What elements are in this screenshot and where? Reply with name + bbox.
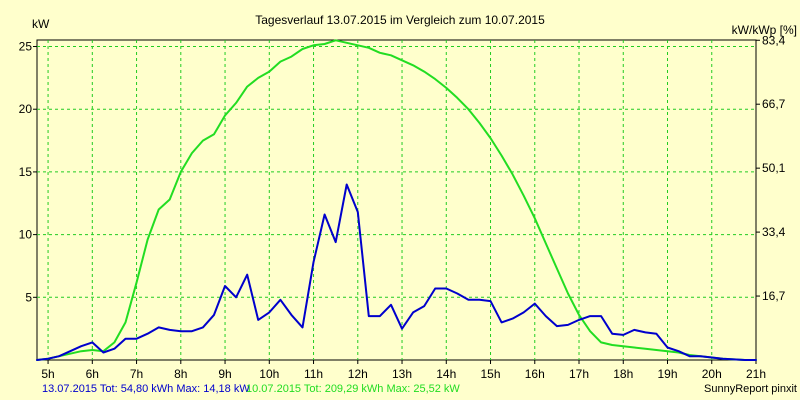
- chart-title: Tagesverlauf 13.07.2015 im Vergleich zum…: [255, 13, 545, 27]
- series-line-10-07-2015: [36, 39, 757, 361]
- y-axis-right-label: kW/kWp [%]: [732, 23, 797, 37]
- x-tick-label: 19h: [657, 367, 677, 381]
- y-left-tick-label: 25: [19, 40, 33, 54]
- x-tick-label: 10h: [259, 367, 279, 381]
- plot-area: [36, 39, 757, 361]
- grid: [37, 40, 756, 360]
- x-tick-label: 17h: [569, 367, 589, 381]
- y-left-tick-label: 10: [19, 228, 33, 242]
- x-tick-label: 11h: [304, 367, 323, 381]
- y-left-tick-label: 5: [25, 290, 32, 304]
- y-left-tick-label: 15: [19, 165, 33, 179]
- legend-series-1: 13.07.2015 Tot: 54,80 kWh Max: 14,18 kW: [42, 383, 250, 395]
- series-lines: [36, 39, 757, 361]
- y-axis-left-label: kW: [32, 17, 50, 31]
- y-left-tick-label: 20: [19, 102, 33, 116]
- x-tick-label: 8h: [174, 367, 187, 381]
- footer-credit: SunnyReport pinxit: [704, 383, 797, 395]
- x-tick-label: 16h: [525, 367, 545, 381]
- x-tick-label: 7h: [130, 367, 143, 381]
- x-tick-label: 5h: [41, 367, 54, 381]
- x-tick-label: 6h: [86, 367, 99, 381]
- x-tick-label: 13h: [392, 367, 412, 381]
- legend-series-2: 10.07.2015 Tot: 209,29 kWh Max: 25,52 kW: [246, 383, 460, 395]
- x-tick-label: 14h: [436, 367, 456, 381]
- y-right-tick-label: 50,1: [762, 161, 786, 175]
- series-line-13-07-2015: [36, 183, 757, 361]
- axis-ticks: 5h 6h 7h 8h 9h 10h 11h 12h 13h 14h 15h 16h 17h 18h 19h…: [19, 33, 786, 381]
- x-tick-label: 20h: [702, 367, 722, 381]
- x-tick-label: 18h: [613, 367, 633, 381]
- x-tick-label: 9h: [218, 367, 231, 381]
- x-tick-label: 21h: [746, 367, 766, 381]
- x-tick-label: 15h: [481, 367, 501, 381]
- y-right-tick-label: 66,7: [762, 97, 786, 111]
- y-right-tick-label: 16,7: [762, 289, 786, 303]
- y-right-tick-label: 33,4: [762, 225, 786, 239]
- x-tick-label: 12h: [348, 367, 368, 381]
- y-right-tick-label: 83,4: [762, 33, 786, 47]
